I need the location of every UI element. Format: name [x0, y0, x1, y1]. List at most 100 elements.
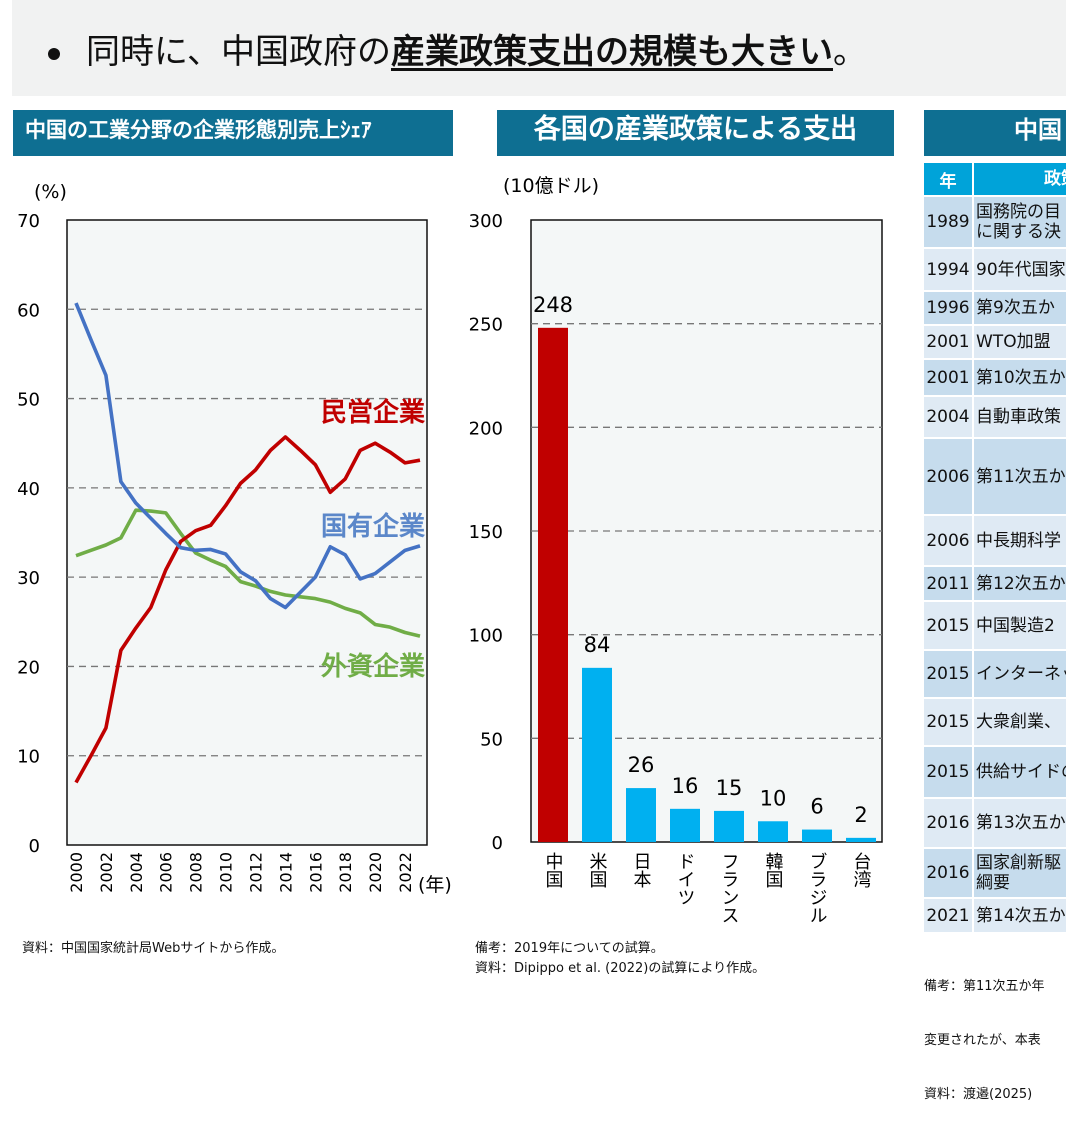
- series-line-state: [74, 302, 421, 610]
- bar-chart-y-label: (10億ドル): [503, 175, 599, 197]
- table-cell-year: 2016: [924, 849, 974, 897]
- column-header-year: 年: [924, 163, 974, 195]
- y-tick-label: 50: [480, 729, 503, 750]
- table-row: 2015 大衆創業、: [924, 699, 1066, 747]
- table-cell-policy: 第9次五か: [976, 298, 1055, 318]
- table-cell-policy: 国務院の目 に関する決: [976, 202, 1061, 242]
- table-cell-policy: 第12次五か: [976, 573, 1066, 594]
- table-cell-year: 1996: [924, 292, 974, 324]
- y-tick-label: 0: [492, 833, 503, 854]
- x-tick-label: 2016: [306, 852, 325, 893]
- table-header-row: 年 政策: [924, 163, 1066, 197]
- x-tick-label: 2018: [336, 852, 355, 893]
- line-chart-plot-area: [66, 219, 428, 846]
- bar-value-label: 10: [760, 786, 787, 810]
- category-label: ドイツ: [675, 852, 696, 906]
- table-row: 1994 90年代国家: [924, 249, 1066, 292]
- bullet-text: 同時に、中国政府の: [86, 32, 391, 72]
- table-note-1: 備考：第11次五か年: [924, 979, 1045, 994]
- table-row: 2015インターネッ: [924, 651, 1066, 699]
- x-tick-label: 2012: [246, 852, 265, 893]
- table-cell-policy: 自動車政策: [976, 407, 1061, 427]
- category-label: 中国: [543, 852, 564, 888]
- table-row: 2016 国家創新駆 綱要: [924, 849, 1066, 899]
- column-header-policy: 政策: [1044, 169, 1066, 189]
- table-cell-year: 2006: [924, 439, 974, 514]
- bullet-emphasis: 産業政策支出の規模も大きい: [390, 32, 833, 72]
- table-row: 2015 中国製造2: [924, 602, 1066, 651]
- table-cell-year: 2021: [924, 899, 974, 932]
- y-tick-label: 250: [469, 315, 503, 336]
- table-cell-policy: 国家創新駆 綱要: [976, 853, 1061, 893]
- bullet-end: 。: [832, 32, 867, 72]
- table-cell-policy: 第14次五か: [976, 905, 1066, 926]
- y-tick-label: 300: [469, 211, 503, 232]
- line-chart-title: 中国の工業分野の企業形態別売上ｼｪｱ: [13, 110, 453, 156]
- table-row: 1996 第9次五か: [924, 292, 1066, 326]
- category-label: 韓国: [763, 852, 784, 888]
- x-tick-label: 2008: [187, 852, 206, 893]
- x-tick-label: 2020: [366, 852, 385, 893]
- bar-value-label: 26: [628, 753, 655, 777]
- bullet-point: 同時に、中国政府の産業政策支出の規模も大きい。: [48, 30, 867, 74]
- table-cell-policy: 第13次五か: [976, 813, 1066, 833]
- line-chart-y-label: (%): [34, 181, 67, 203]
- y-tick-label: 20: [17, 657, 40, 678]
- table-cell-policy: 中長期科学: [976, 530, 1061, 551]
- bar-value-label: 15: [716, 776, 743, 800]
- x-tick-label: 2006: [157, 852, 176, 893]
- table-cell-year: 2004: [924, 397, 974, 437]
- series-line-private: [74, 435, 421, 784]
- table-cell-year: 2016: [924, 799, 974, 847]
- category-label: 日本: [631, 852, 652, 888]
- table-cell-policy: 大衆創業、: [976, 712, 1061, 732]
- bar-value-label: 16: [672, 774, 699, 798]
- table-cell-year: 2015: [924, 747, 974, 797]
- table-cell-year: 2001: [924, 360, 974, 395]
- line-chart: 0 10 20 30 40 50 60 70 2000 2002 2004 2006 2008 2010 2…: [17, 181, 452, 896]
- bar: [626, 788, 656, 842]
- table-row: 2006 第11次五か: [924, 439, 1066, 516]
- table-cell-year: 2001: [924, 326, 974, 358]
- bar: [758, 821, 788, 842]
- table-cell-year: 2011: [924, 567, 974, 600]
- y-tick-label: 60: [17, 300, 40, 321]
- table-note-3: 資料：渡邉(2025): [924, 1087, 1033, 1102]
- table-cell-policy: 第11次五か: [976, 466, 1066, 487]
- table-cell-year: 2015: [924, 651, 974, 697]
- category-label: 米国: [587, 852, 608, 888]
- x-tick-label: 2010: [217, 852, 236, 893]
- bar-chart-source: 資料：Dipippo et al. (2022)の試算により作成。: [475, 961, 766, 976]
- series-label-private: 民営企業: [321, 397, 425, 428]
- y-tick-label: 200: [469, 418, 503, 439]
- bar: [846, 837, 876, 842]
- table-row: 2001 第10次五か: [924, 360, 1066, 397]
- bar: [670, 808, 700, 842]
- bar: [714, 810, 744, 842]
- table-note-2: 変更されたが、本表: [924, 1033, 1041, 1048]
- bullet-dot-icon: [48, 47, 60, 60]
- y-tick-label: 0: [29, 836, 40, 857]
- bar: [538, 327, 568, 842]
- table-cell-year: 2015: [924, 602, 974, 649]
- bar-value-label: 6: [810, 795, 823, 819]
- table-cell-policy: インターネッ: [976, 664, 1066, 684]
- series-line-foreign: [75, 508, 421, 638]
- x-tick-label: 2000: [67, 852, 86, 893]
- table-cell-policy: 供給サイドの: [976, 762, 1066, 782]
- line-chart-source: 資料：中国国家統計局Webサイトから作成。: [22, 941, 285, 956]
- table-cell-policy: WTO加盟: [976, 332, 1051, 352]
- y-tick-label: 100: [469, 626, 503, 647]
- y-tick-label: 40: [17, 479, 40, 500]
- series-label-state: 国有企業: [321, 511, 425, 542]
- table-notes: 備考：第11次五か年 変更されたが、本表 資料：渡邉(2025): [924, 942, 1066, 1122]
- category-label: 台湾: [851, 852, 872, 889]
- table-cell-year: 1994: [924, 249, 974, 290]
- y-tick-label: 30: [17, 568, 40, 589]
- table-row: 1989 国務院の目 に関する決: [924, 197, 1066, 249]
- table-cell-year: 2015: [924, 699, 974, 745]
- table-cell-policy: 第10次五か: [976, 367, 1066, 388]
- table-cell-policy: 90年代国家: [976, 259, 1066, 280]
